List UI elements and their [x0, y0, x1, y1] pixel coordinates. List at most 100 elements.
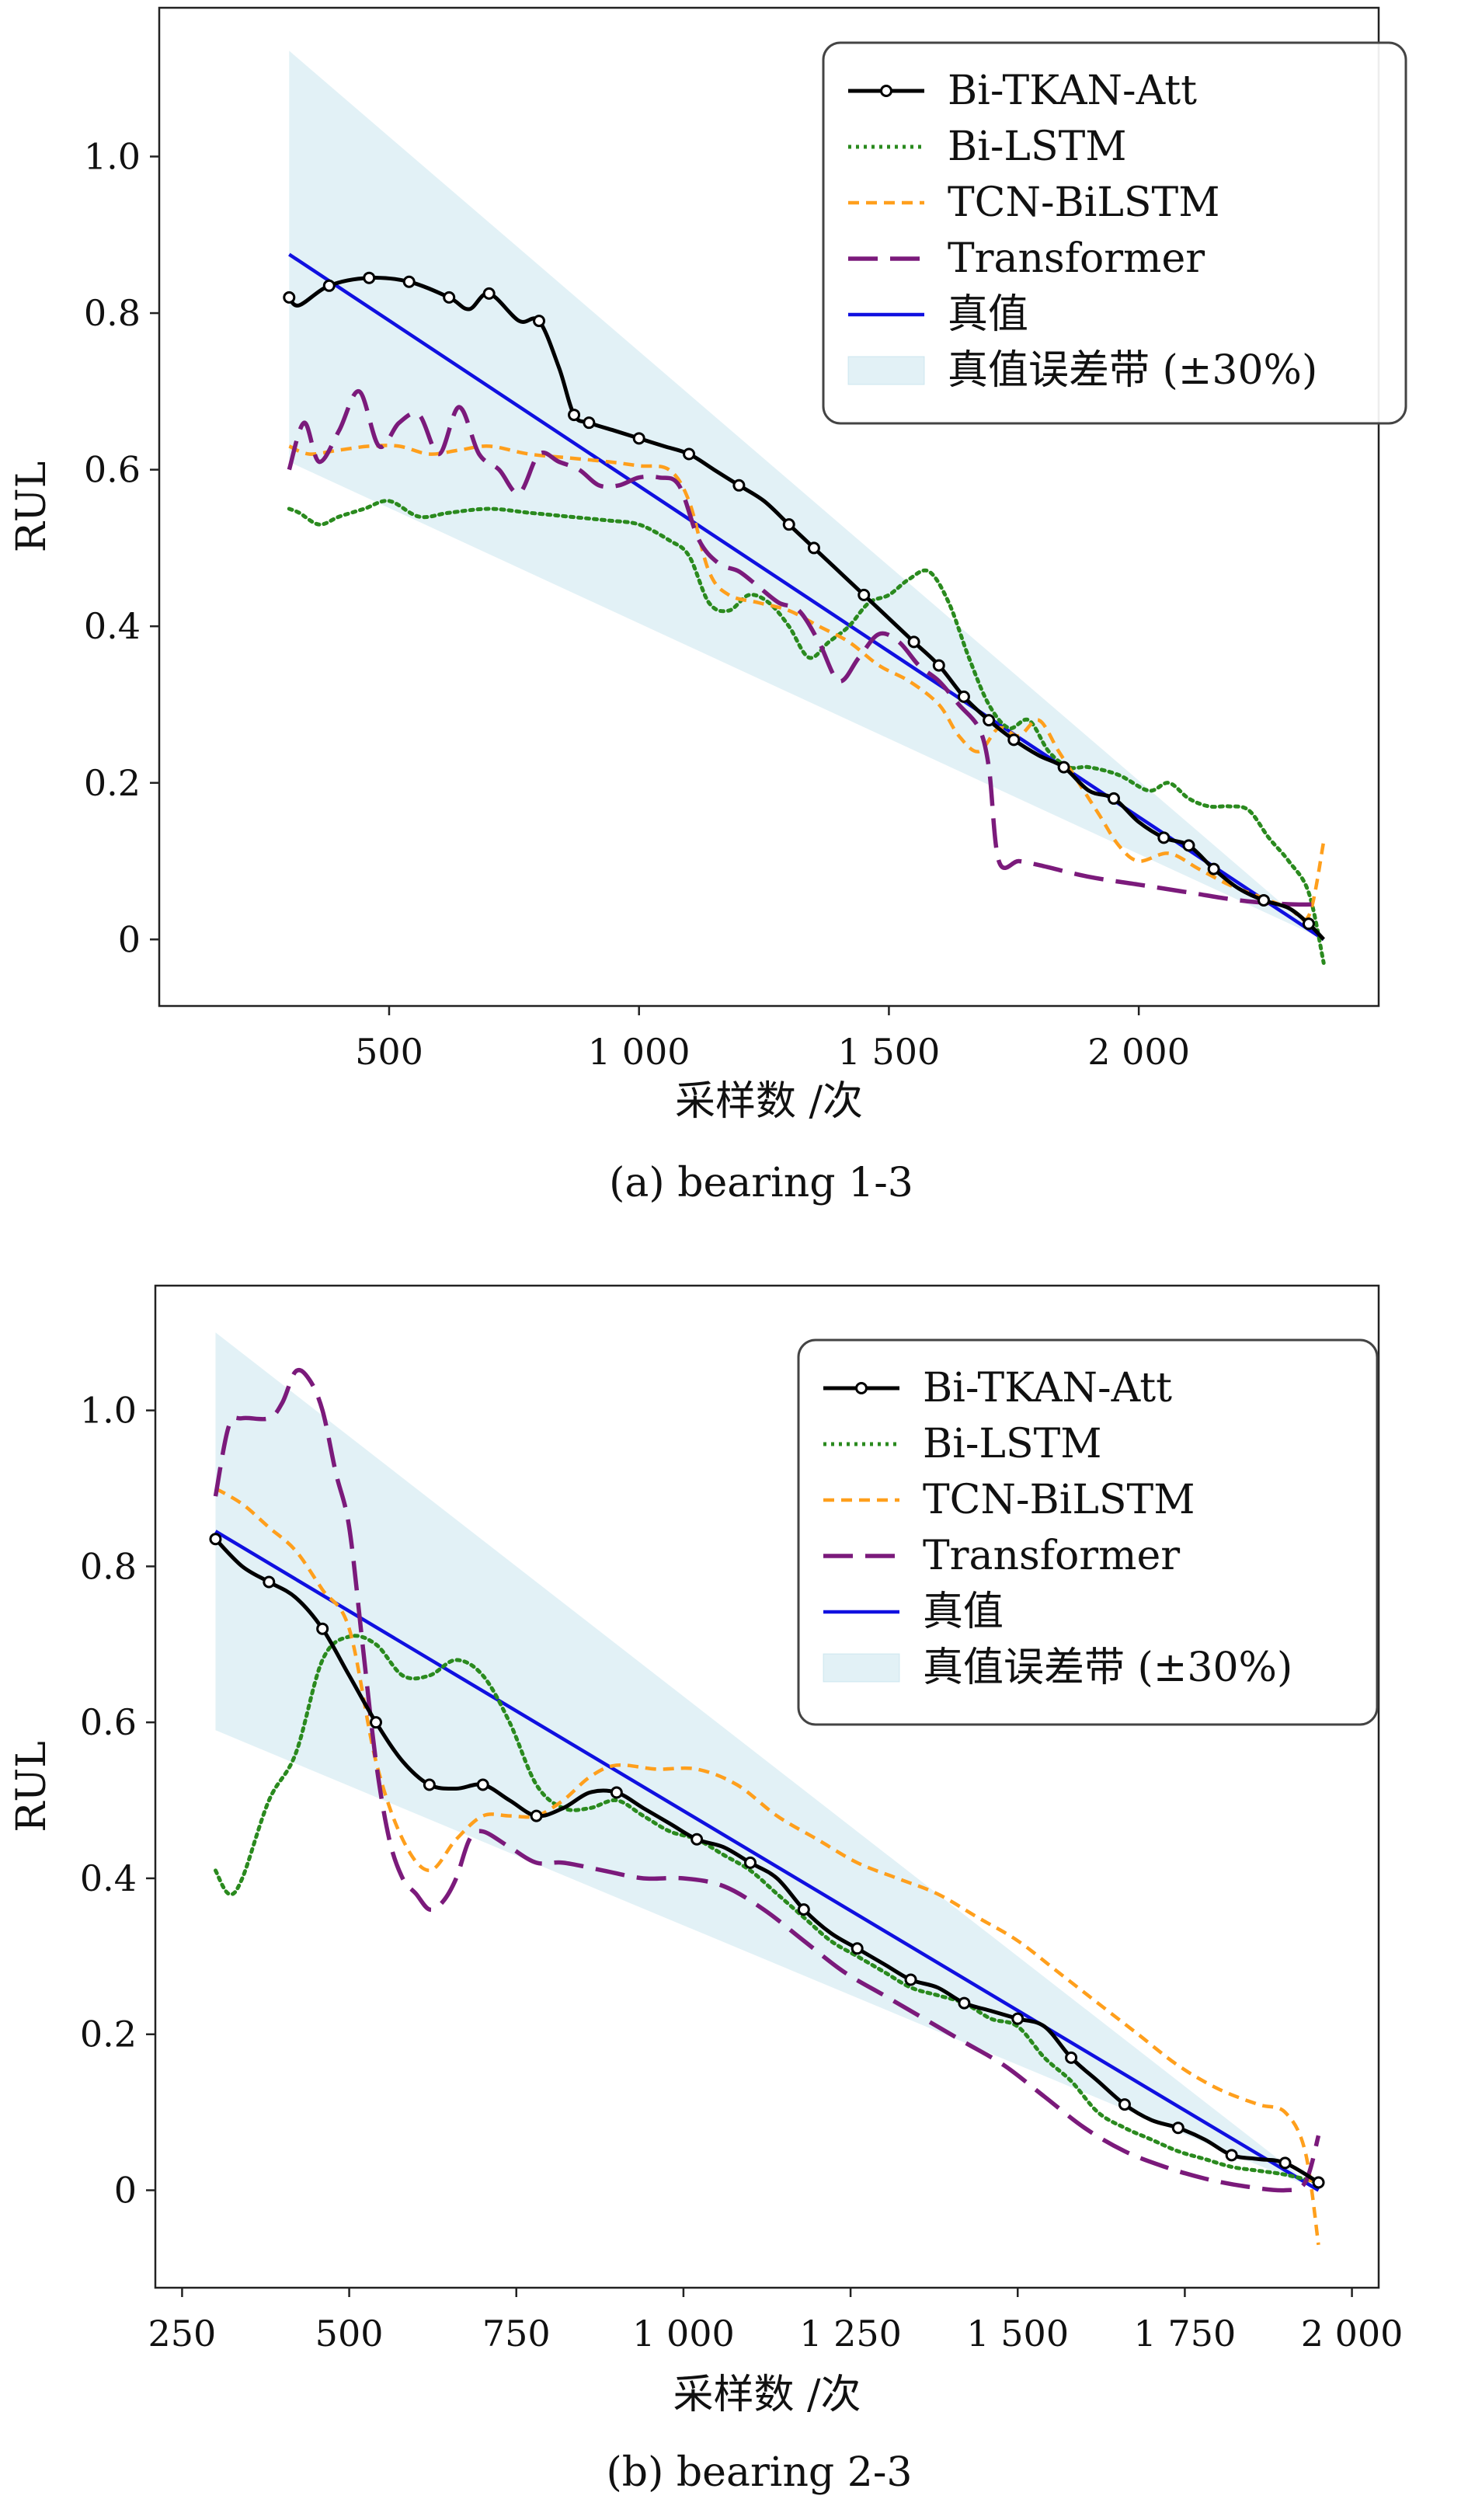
x-tick-label: 2 000 [1301, 2313, 1404, 2355]
legend-label: 真值 [923, 1589, 1004, 1635]
legend-label: Bi-TKAN-Att [923, 1365, 1172, 1411]
data-point-marker [423, 1778, 436, 1791]
data-point-marker [568, 409, 581, 422]
data-point-marker [263, 1575, 276, 1589]
y-tick-label: 1.0 [80, 1390, 137, 1432]
data-point-marker [691, 1833, 704, 1846]
x-tick-label: 1 250 [799, 2313, 902, 2355]
x-tick-label: 500 [315, 2313, 384, 2355]
y-tick-label: 0.4 [80, 1857, 137, 1899]
plot-area [209, 1332, 1325, 2246]
x-tick-label: 1 500 [966, 2313, 1069, 2355]
data-point-marker [370, 1716, 383, 1729]
legend-label: TCN-BiLSTM [923, 1477, 1195, 1523]
legend: Bi-TKAN-Att Bi-LSTM TCN-BiLSTM Transformer 真… [797, 1338, 1379, 1726]
data-point-marker [402, 275, 416, 288]
panel-caption: (b) bearing 2-3 [607, 2449, 913, 2496]
data-point-marker [1065, 2051, 1078, 2064]
x-tick-label: 1 750 [1134, 2313, 1237, 2355]
x-axis-label: 采样数 /次 [675, 1078, 863, 1125]
data-point-marker [857, 588, 871, 601]
y-tick-label: 0.8 [80, 1545, 137, 1587]
data-point-marker [583, 416, 596, 430]
data-point-marker [1312, 2176, 1325, 2189]
legend-label: Transformer [923, 1533, 1180, 1579]
chart-panel-b: 250 500 750 1 000 1 250 1 500 1 750 2 000 0 0.2 0.… [9, 1284, 1404, 2496]
x-tick-label: 1 000 [632, 2313, 735, 2355]
data-point-marker [209, 1533, 222, 1546]
x-tick-label: 1 500 [838, 1031, 941, 1073]
data-point-marker [1107, 792, 1120, 805]
data-point-marker [797, 1903, 810, 1916]
legend-box [822, 41, 1407, 425]
error-band [289, 50, 1324, 940]
legend-label: Bi-LSTM [948, 124, 1127, 170]
data-point-marker [476, 1778, 489, 1791]
panel-caption: (a) bearing 1-3 [609, 1160, 913, 1206]
error-band [215, 1332, 1319, 2191]
legend-label: Transformer [948, 235, 1205, 282]
series-line-bi-lstm [214, 1634, 1320, 2184]
data-point-marker [1057, 761, 1070, 774]
legend-label: 真值误差带 (±30%) [948, 347, 1317, 394]
data-point-marker [983, 714, 996, 727]
data-point-marker [533, 315, 546, 328]
data-point-marker [482, 287, 496, 300]
data-point-marker [743, 1856, 757, 1869]
y-tick-label: 1.0 [84, 135, 141, 177]
x-tick-label: 250 [148, 2313, 217, 2355]
series-line- [288, 252, 1325, 942]
data-point-marker [1182, 839, 1195, 852]
x-axis-label: 采样数 /次 [673, 2372, 861, 2418]
series-line-transformer [213, 1367, 1321, 2193]
y-tick-label: 0.2 [84, 762, 141, 804]
data-point-marker [732, 479, 746, 492]
data-point-marker [782, 518, 795, 531]
data-point-marker [1207, 862, 1220, 875]
data-point-marker [363, 271, 376, 284]
data-point-marker [610, 1786, 623, 1799]
legend-swatch-band [823, 1653, 900, 1683]
legend-label: 真值误差带 (±30%) [923, 1645, 1292, 1691]
y-tick-label: 0.6 [80, 1701, 137, 1743]
data-point-marker [1225, 2149, 1238, 2162]
data-point-marker [683, 447, 696, 461]
data-point-marker [958, 1996, 971, 2010]
legend-label: Bi-LSTM [923, 1421, 1102, 1467]
legend-swatch-band [847, 356, 925, 385]
legend: Bi-TKAN-Att Bi-LSTM TCN-BiLSTM Transformer 真… [822, 41, 1407, 425]
data-point-marker [1157, 831, 1171, 844]
x-tick-label: 500 [355, 1031, 423, 1073]
data-point-marker [1011, 2012, 1024, 2025]
y-tick-label: 0 [118, 918, 141, 960]
data-point-marker [932, 659, 945, 672]
data-point-marker [1302, 917, 1315, 931]
data-point-marker [904, 1973, 917, 1986]
data-point-marker [807, 541, 820, 555]
chart-panel-a: 500 1 000 1 500 2 000 0 0.2 0.4 0.6 0.8 1.0 采样数 /次… [9, 6, 1407, 1206]
x-tick-label: 2 000 [1087, 1031, 1190, 1073]
data-point-marker [530, 1809, 543, 1822]
data-point-marker [443, 291, 456, 304]
data-point-marker [632, 432, 645, 445]
data-point-marker [283, 291, 296, 304]
legend-swatch-marker [855, 1382, 868, 1394]
y-tick-label: 0.6 [84, 449, 141, 491]
axes-frame [158, 6, 1380, 1008]
data-point-marker [907, 635, 920, 649]
data-point-marker [1007, 733, 1021, 747]
legend-label: Bi-TKAN-Att [948, 68, 1197, 114]
y-tick-label: 0 [114, 2170, 137, 2212]
series-line-transformer [287, 389, 1324, 907]
legend-label: TCN-BiLSTM [948, 179, 1219, 226]
data-point-marker [1171, 2121, 1184, 2135]
legend-swatch-marker [880, 85, 892, 97]
x-tick-label: 750 [482, 2313, 551, 2355]
data-point-marker [316, 1622, 329, 1635]
series-line-bi-lstm [287, 499, 1326, 966]
x-tick-label: 1 000 [588, 1031, 691, 1073]
axes-frame [154, 1284, 1380, 2289]
data-point-marker [322, 279, 336, 292]
data-point-marker [1258, 893, 1271, 907]
